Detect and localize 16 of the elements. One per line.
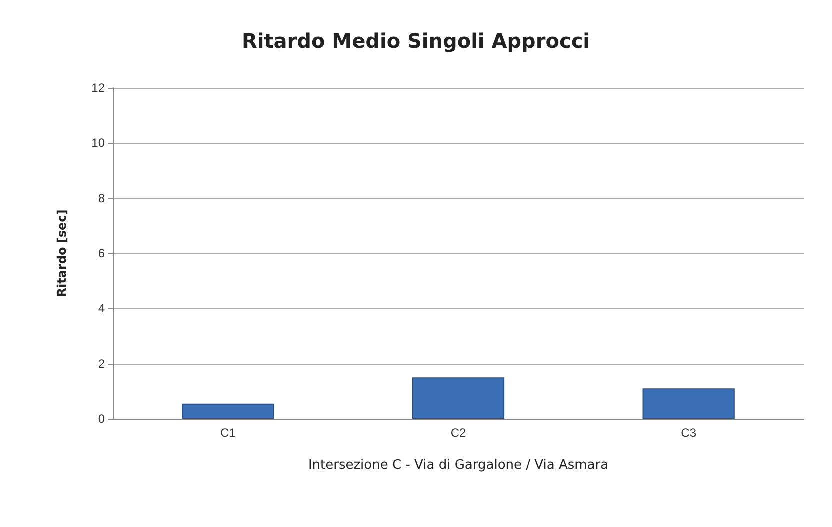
- x-axis-title: Intersezione C - Via di Gargalone / Via Asmara: [308, 458, 609, 473]
- x-tick-label: C2: [450, 426, 466, 440]
- bar: [412, 378, 505, 419]
- y-axis-title: Ritardo [sec]: [55, 210, 69, 298]
- y-tick-label: 10: [92, 136, 106, 150]
- x-tick-label: C1: [220, 426, 236, 440]
- bar: [642, 388, 735, 419]
- y-tick-label: 4: [98, 302, 106, 316]
- y-tick-label: 0: [98, 412, 106, 426]
- y-tick-label: 6: [98, 246, 106, 260]
- bar: [182, 404, 274, 419]
- chart-title: Ritardo Medio Singoli Approcci: [242, 29, 590, 53]
- y-tick-label: 8: [98, 191, 106, 206]
- y-tick-label: 2: [98, 356, 106, 371]
- x-tick-label: C3: [681, 426, 697, 440]
- y-tick-label: 12: [92, 81, 106, 95]
